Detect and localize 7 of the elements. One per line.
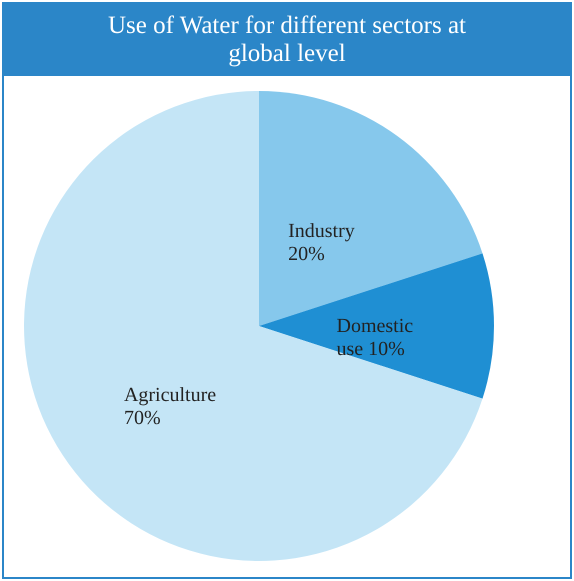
slice-label: Industry	[288, 220, 355, 242]
slice-label: Domestic use 10%	[336, 315, 414, 360]
data-label: 70%	[124, 407, 161, 430]
chart-title: Use of Water for different sectors at global level	[4, 4, 570, 76]
slice-label: Agriculture	[124, 384, 216, 406]
data-label: 20%	[288, 242, 325, 265]
pie-slice	[24, 91, 482, 561]
